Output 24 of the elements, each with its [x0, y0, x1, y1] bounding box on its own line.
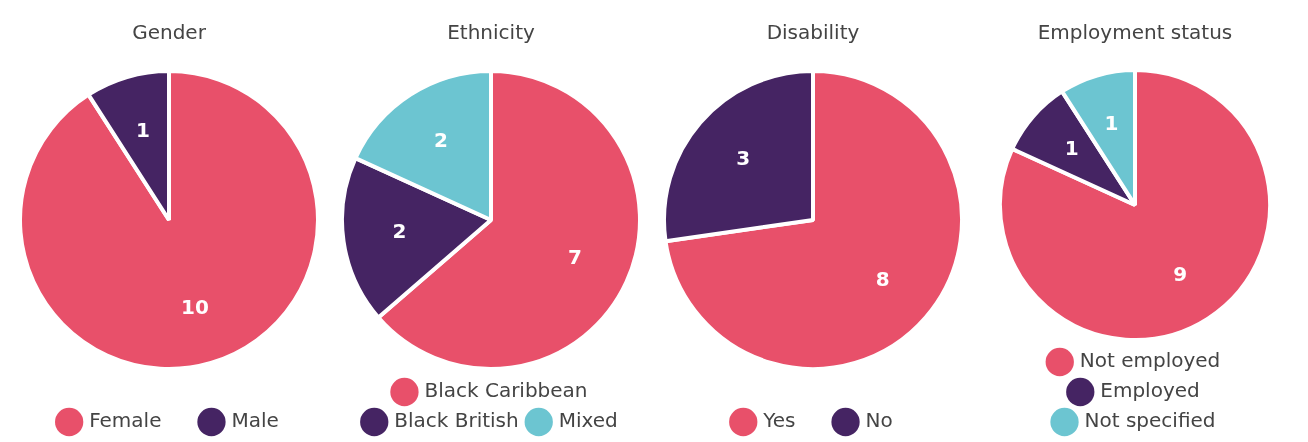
chart-title: Ethnicity: [447, 20, 535, 45]
legend-label: Female: [89, 408, 162, 433]
legend-label: Mixed: [558, 408, 618, 433]
data-label: 1: [136, 117, 150, 142]
legend-label: Black Caribbean: [424, 378, 588, 403]
data-label: 2: [392, 219, 407, 244]
data-label: 3: [736, 145, 751, 170]
legend-label: Not employed: [1079, 348, 1221, 373]
legend-label: Not specified: [1084, 408, 1216, 433]
legend-label: Male: [231, 408, 279, 433]
data-label: 10: [181, 294, 209, 319]
legend-label: Employed: [1100, 378, 1200, 403]
data-label: 7: [568, 244, 582, 269]
data-label: 2: [434, 128, 449, 153]
legend-label: Yes: [762, 408, 796, 433]
data-label: 1: [1064, 136, 1079, 161]
data-label: 9: [1173, 261, 1188, 286]
chart-title: Employment status: [1037, 20, 1233, 45]
chart-title: Gender: [132, 20, 207, 45]
legend-label: Black British: [394, 408, 519, 433]
chart-title: Disability: [766, 20, 860, 45]
data-label: 1: [1104, 110, 1119, 135]
data-label: 8: [875, 266, 890, 291]
legend-label: No: [865, 408, 893, 433]
